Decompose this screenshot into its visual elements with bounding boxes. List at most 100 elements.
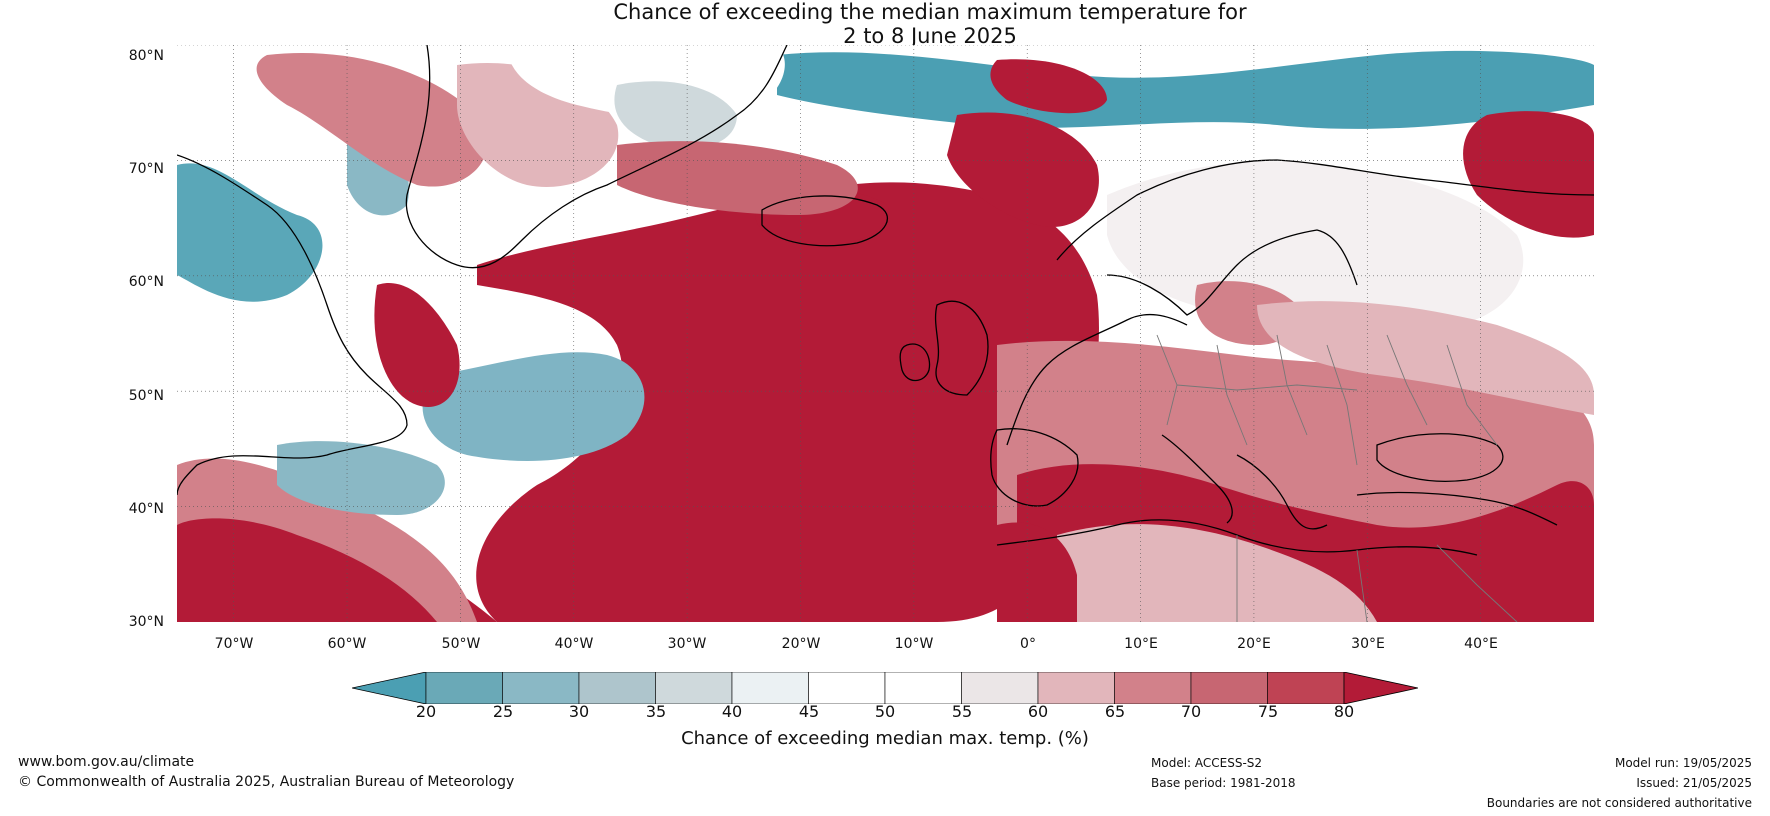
lon-label-60w: 60°W	[327, 636, 367, 652]
colorbar-segment	[808, 671, 886, 705]
colorbar-tick: 20	[415, 702, 437, 721]
cool-region-barents	[777, 50, 1594, 129]
coastline-balkans	[1236, 454, 1328, 530]
coastline-canada	[177, 154, 408, 496]
coastlines	[177, 45, 1594, 556]
coastline-iceland	[761, 195, 889, 247]
colorbar-tick: 45	[798, 702, 820, 721]
very-warm-region-north-africa-west	[997, 522, 1077, 622]
coastline-europe-west	[1006, 313, 1188, 446]
border-8	[1436, 544, 1518, 622]
coastline-norway	[1056, 159, 1594, 261]
forecast-map	[177, 45, 1594, 622]
lon-label-70w: 70°W	[214, 636, 254, 652]
lat-label-70: 70°N	[128, 161, 164, 177]
footer-model: Model: ACCESS-S2	[1151, 756, 1263, 770]
coastline-italy	[1161, 434, 1233, 524]
footer-model-run: Model run: 19/05/2025	[1614, 756, 1752, 770]
colorbar-segment	[731, 671, 809, 705]
footer-website: www.bom.gov.au/climate	[18, 754, 195, 770]
lat-label-30: 30°N	[128, 614, 164, 630]
title-line-2: 2 to 8 June 2025	[843, 24, 1017, 48]
cool-region-north-atlantic	[422, 352, 645, 461]
colorbar-tick: 80	[1333, 702, 1355, 721]
border-7	[1446, 344, 1498, 446]
colorbar-tick: 50	[874, 702, 896, 721]
lon-label-20e: 20°E	[1237, 636, 1271, 652]
coastline-anatolia	[1356, 491, 1558, 526]
colorbar-segment	[655, 671, 733, 705]
border-5	[1176, 384, 1358, 391]
lon-label-10e: 10°E	[1124, 636, 1158, 652]
coastline-iberia	[990, 428, 1079, 507]
map-canvas	[177, 45, 1594, 622]
cool-region-labrador	[177, 163, 323, 302]
colorbar-tick: 30	[568, 702, 590, 721]
coastline-sweden-finland	[1106, 229, 1358, 316]
lon-label-20w: 20°W	[781, 636, 821, 652]
mild-cool-region-arctic	[614, 81, 737, 149]
very-warm-region-northeast	[1463, 111, 1594, 238]
colorbar-tick: 70	[1180, 702, 1202, 721]
colorbar-label: Chance of exceeding median max. temp. (%…	[681, 728, 1089, 749]
lon-label-40w: 40°W	[554, 636, 594, 652]
mild-warm-region-east-europe	[1257, 301, 1594, 415]
mild-warm-region-north-africa	[1057, 524, 1377, 622]
very-warm-region-labrador-sea	[374, 283, 460, 407]
lat-label-40: 40°N	[128, 501, 164, 517]
very-warm-region-norwegian-sea	[947, 112, 1099, 227]
colorbar-tick: 60	[1027, 702, 1049, 721]
lon-label-0: 0°	[1020, 636, 1036, 652]
coastline-greenland	[405, 45, 788, 269]
colorbar-segment	[1267, 671, 1345, 705]
coastline-black-sea	[1376, 433, 1504, 482]
colorbar-extend-low	[351, 671, 427, 705]
cool-region-mid-atlantic	[277, 441, 445, 515]
footer-copyright: © Commonwealth of Australia 2025, Austra…	[18, 774, 515, 790]
border-3	[1276, 334, 1308, 436]
colorbar-segment	[502, 671, 580, 705]
lat-label-50: 50°N	[128, 388, 164, 404]
coastline-ireland	[899, 343, 931, 382]
colorbar-segment	[1037, 671, 1115, 705]
very-warm-region-svalbard	[990, 59, 1107, 114]
border-4	[1326, 344, 1358, 466]
colorbar-segment	[1190, 671, 1268, 705]
colorbar-extend-high	[1343, 671, 1419, 705]
footer-disclaimer: Boundaries are not considered authoritat…	[1486, 796, 1752, 810]
colorbar-tick: 40	[721, 702, 743, 721]
footer-issued: Issued: 21/05/2025	[1636, 776, 1752, 790]
very-warm-region-atlantic	[476, 182, 1099, 622]
colorbar-tick: 35	[645, 702, 667, 721]
lon-label-50w: 50°W	[441, 636, 481, 652]
warm-region-denmark-strait	[617, 141, 858, 215]
colorbar-graphic	[351, 671, 1419, 705]
country-borders	[1156, 334, 1518, 622]
colorbar-segment	[425, 671, 503, 705]
warm-region-southwest	[177, 458, 477, 622]
border-9	[1356, 549, 1368, 622]
footer-base-period: Base period: 1981-2018	[1151, 776, 1296, 790]
colorbar	[351, 671, 1419, 705]
lon-label-40e: 40°E	[1464, 636, 1498, 652]
colorbar-tick: 55	[951, 702, 973, 721]
colorbar-tick: 75	[1257, 702, 1279, 721]
lon-label-30e: 30°E	[1351, 636, 1385, 652]
colorbar-tick: 25	[492, 702, 514, 721]
coastline-britain	[934, 300, 989, 396]
colorbar-segment	[961, 671, 1039, 705]
probability-fields	[177, 45, 1594, 622]
lat-label-80: 80°N	[128, 48, 164, 64]
lat-label-60: 60°N	[128, 274, 164, 290]
border-6	[1386, 334, 1428, 426]
colorbar-segment	[578, 671, 656, 705]
title-line-1: Chance of exceeding the median maximum t…	[613, 0, 1247, 24]
colorbar-tick: 65	[1104, 702, 1126, 721]
colorbar-segment	[884, 671, 962, 705]
lon-label-30w: 30°W	[667, 636, 707, 652]
colorbar-segment	[1114, 671, 1192, 705]
graticule	[177, 45, 1594, 622]
map-title: Chance of exceeding the median maximum t…	[0, 0, 1770, 48]
lon-label-10w: 10°W	[894, 636, 934, 652]
border-2	[1216, 344, 1248, 446]
